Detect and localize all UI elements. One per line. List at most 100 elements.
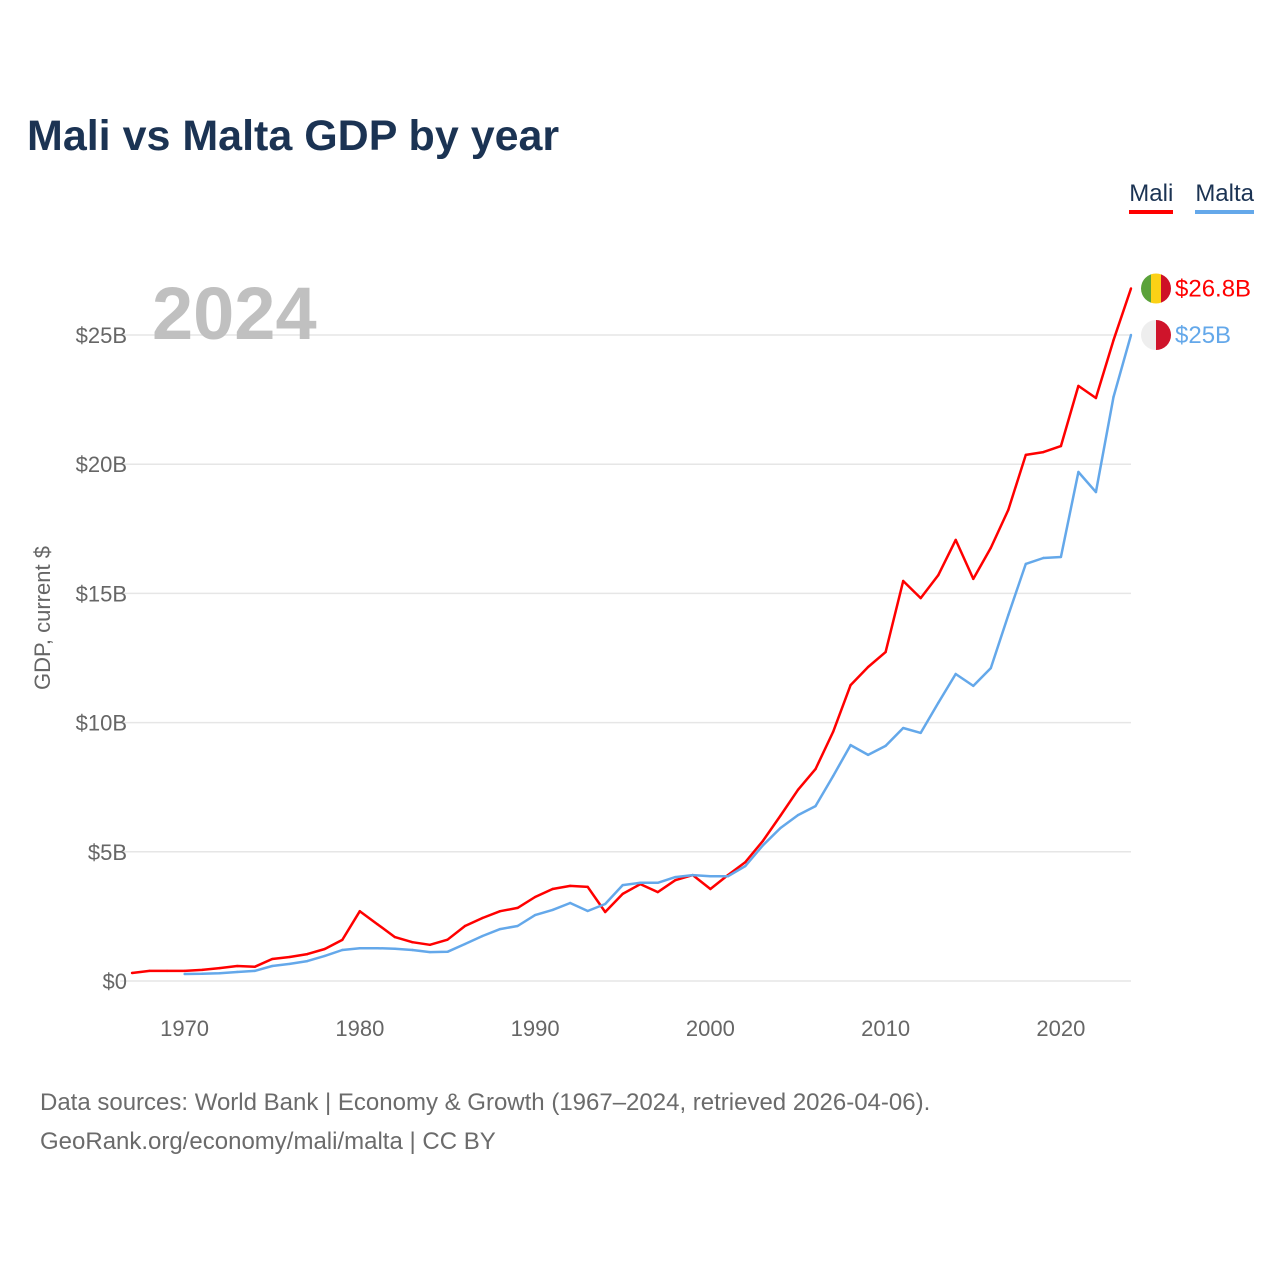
data-point [1024, 562, 1028, 566]
data-point [323, 954, 326, 958]
x-tick-label: 2020 [1036, 1016, 1085, 1041]
data-point [568, 884, 572, 888]
x-tick-label: 1970 [160, 1016, 209, 1041]
data-point [586, 909, 589, 913]
data-point [814, 767, 817, 771]
data-point [639, 881, 642, 885]
footer-link[interactable]: GeoRank.org/economy/mali/malta | CC BY [40, 1128, 496, 1155]
data-point [358, 910, 362, 913]
data-point [1007, 613, 1010, 617]
data-point [463, 942, 467, 946]
data-point [306, 959, 309, 963]
data-point [288, 962, 291, 966]
data-point [1077, 384, 1080, 388]
data-point [656, 890, 659, 894]
data-point [796, 813, 800, 817]
data-point [323, 947, 326, 951]
data-point [1059, 555, 1063, 559]
data-point [954, 672, 957, 676]
y-axis-title: GDP, current $ [30, 546, 55, 690]
data-point [866, 753, 870, 757]
data-point [849, 683, 852, 687]
flag-stripe [1151, 273, 1162, 304]
data-point [533, 895, 537, 899]
x-tick-label: 1980 [335, 1016, 384, 1041]
legend: Mali Malta [1129, 180, 1254, 214]
data-point [218, 966, 221, 970]
data-point [901, 579, 905, 583]
data-point [1094, 490, 1098, 494]
data-point [165, 969, 169, 973]
data-point [919, 596, 922, 600]
data-point [235, 970, 239, 974]
data-point [761, 839, 765, 843]
flag-stripe [1156, 320, 1171, 350]
data-point [709, 875, 712, 878]
data-point [218, 972, 221, 975]
data-point [1094, 396, 1098, 400]
data-point [866, 665, 870, 669]
data-point [814, 804, 817, 808]
data-point [1059, 444, 1063, 448]
data-point [341, 938, 344, 942]
data-point [1042, 450, 1045, 454]
data-point [551, 908, 554, 912]
data-point [779, 814, 782, 817]
data-point [586, 885, 589, 889]
data-point [989, 666, 992, 670]
data-point [656, 881, 659, 885]
data-point [1024, 453, 1028, 457]
x-tick-label: 1990 [511, 1016, 560, 1041]
data-point [831, 774, 835, 778]
data-point [761, 844, 765, 847]
data-point [376, 946, 379, 950]
data-point [446, 950, 449, 954]
data-point [481, 916, 484, 920]
flag-malta-icon [1141, 320, 1171, 350]
series-line-malta [184, 334, 1133, 976]
data-point [235, 964, 239, 968]
data-point [481, 934, 484, 938]
data-point [937, 574, 940, 577]
data-point [1007, 508, 1010, 512]
data-point [393, 935, 397, 939]
end-value-label: $26.8B [1175, 275, 1251, 302]
data-point [341, 948, 344, 952]
data-point [989, 546, 992, 550]
data-point [1129, 333, 1133, 337]
data-point [428, 943, 432, 947]
data-point [498, 927, 502, 931]
y-tick-label: $20B [76, 452, 127, 477]
data-point [271, 957, 274, 961]
data-point [411, 948, 414, 952]
data-point [183, 969, 186, 973]
data-point [1042, 556, 1045, 560]
data-point [358, 946, 362, 950]
y-tick-label: $0 [103, 969, 127, 994]
data-point [446, 938, 449, 941]
year-watermark: 2024 [152, 272, 317, 355]
data-point [937, 701, 940, 705]
data-point [884, 744, 887, 748]
data-point [288, 955, 291, 959]
data-point [744, 864, 747, 868]
flag-mali-icon [1141, 273, 1171, 304]
data-point [604, 902, 607, 906]
data-point [779, 826, 782, 830]
footer-sources: Data sources: World Bank | Economy & Gro… [40, 1089, 931, 1116]
data-point [516, 906, 519, 910]
data-point [884, 650, 887, 654]
data-point [901, 726, 905, 730]
flag-stripe [1141, 320, 1157, 350]
flag-stripe [1141, 273, 1152, 304]
series-line-mali [131, 288, 1133, 975]
data-point [200, 972, 204, 975]
legend-malta[interactable]: Malta [1195, 180, 1254, 214]
data-point [533, 913, 537, 917]
legend-mali[interactable]: Mali [1129, 180, 1174, 214]
data-point [253, 969, 256, 973]
x-tick-label: 2010 [861, 1016, 910, 1041]
data-point [621, 883, 624, 887]
data-point [849, 743, 852, 747]
